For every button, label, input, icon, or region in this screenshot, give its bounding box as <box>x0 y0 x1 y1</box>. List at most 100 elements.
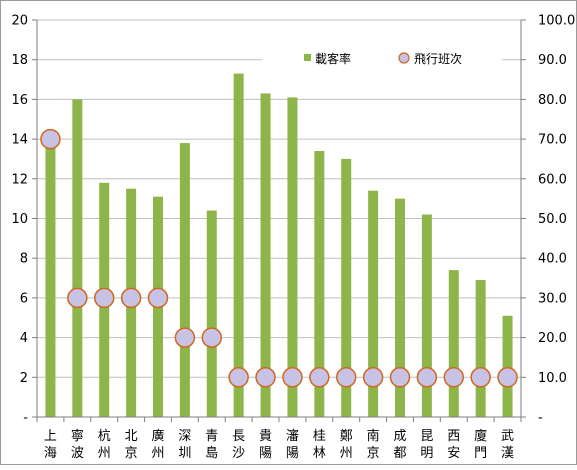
marker-point <box>228 367 249 388</box>
category-label: 京 <box>367 446 380 461</box>
right-tick-label: - <box>538 411 543 426</box>
marker-point <box>282 367 303 388</box>
category-label: 深 <box>178 429 191 444</box>
marker-point <box>470 367 491 388</box>
legend-background <box>262 44 502 72</box>
category-label: 州 <box>151 446 164 461</box>
category-label: 瀋 <box>286 428 299 444</box>
bar <box>475 280 486 417</box>
category-label: 陽 <box>286 446 299 461</box>
category-label: 廈 <box>474 428 487 444</box>
marker-point <box>174 327 196 348</box>
marker-point <box>443 367 465 388</box>
right-tick-label: 50.0 <box>538 212 567 227</box>
legend-marker-label: 飛行班次 <box>414 52 462 66</box>
category-label: 陽 <box>259 446 272 461</box>
bar <box>233 73 244 417</box>
marker-point <box>416 367 438 388</box>
legend-bar-swatch <box>304 54 311 61</box>
left-tick-label: 14 <box>11 133 28 148</box>
left-tick-label: 4 <box>20 331 28 346</box>
bar <box>448 270 459 417</box>
category-label: 安 <box>447 446 460 461</box>
marker-point <box>255 367 276 388</box>
marker-point <box>67 287 88 309</box>
category-label: 桂 <box>313 429 326 444</box>
category-label: 島 <box>205 446 218 461</box>
marker-point <box>120 287 142 309</box>
category-label: 鄭 <box>340 429 353 444</box>
marker-point <box>362 367 384 388</box>
category-label: 南 <box>367 428 380 444</box>
category-label: 都 <box>393 446 406 461</box>
category-label: 明 <box>420 446 433 461</box>
bar <box>502 315 513 417</box>
legend-bar-label: 載客率 <box>315 51 351 66</box>
category-label: 貴 <box>259 429 272 444</box>
marker-point <box>147 287 169 309</box>
category-label: 波 <box>71 446 84 461</box>
marker-point <box>40 128 61 150</box>
left-tick-label: 10 <box>11 212 28 227</box>
category-label: 圳 <box>178 446 191 461</box>
category-label: 北 <box>125 429 138 444</box>
marker-point <box>497 367 518 388</box>
bar <box>421 214 432 417</box>
legend-marker-swatch <box>398 52 410 64</box>
marker-point <box>93 287 115 309</box>
marker-point <box>201 327 223 348</box>
left-tick-label: 8 <box>20 252 28 267</box>
marker-point <box>389 367 411 388</box>
category-label: 京 <box>125 446 138 461</box>
left-tick-label: 12 <box>11 172 28 187</box>
legend: 載客率 飛行班次 <box>262 44 502 72</box>
category-label: 昆 <box>420 429 433 444</box>
category-label: 海 <box>44 446 57 461</box>
bar <box>341 158 352 417</box>
bar <box>179 143 190 417</box>
right-tick-label: 60.0 <box>538 172 567 187</box>
category-label: 州 <box>98 446 111 461</box>
bar <box>287 97 298 417</box>
axes: - 2 4 6 8 10 12 14 16 18 20 - 10.0 20.0 30.0 40.0 50.0 60… <box>11 14 575 462</box>
category-label: 門 <box>474 446 487 461</box>
left-tick-label: 6 <box>20 291 28 306</box>
bar <box>395 198 405 417</box>
bar <box>72 99 83 418</box>
right-tick-label: 90.0 <box>538 53 567 68</box>
left-tick-label: 18 <box>11 53 28 68</box>
right-tick-label: 10.0 <box>538 371 567 386</box>
category-label: 成 <box>393 429 406 444</box>
marker-point <box>335 367 357 388</box>
right-tick-label: 30.0 <box>538 291 567 306</box>
left-tick-label: 2 <box>20 371 28 386</box>
left-tick-label: - <box>23 411 28 426</box>
bar <box>45 143 56 417</box>
category-label: 漢 <box>501 446 514 461</box>
category-label: 廣 <box>151 429 164 444</box>
bar <box>368 190 379 417</box>
category-label: 杭 <box>98 429 111 444</box>
left-tick-label: 20 <box>11 14 28 29</box>
category-label: 林 <box>313 446 326 461</box>
right-tick-label: 40.0 <box>538 252 567 267</box>
category-label: 州 <box>340 446 353 461</box>
bar <box>206 210 217 417</box>
right-tick-label: 20.0 <box>538 331 567 346</box>
marker-series <box>40 128 518 388</box>
right-tick-label: 80.0 <box>538 93 567 108</box>
marker-point <box>309 367 330 388</box>
bar <box>260 93 271 417</box>
category-label: 沙 <box>232 446 245 461</box>
right-tick-label: 70.0 <box>538 133 567 148</box>
category-label: 青 <box>205 429 218 444</box>
category-label: 武 <box>501 429 514 444</box>
bar <box>314 151 325 417</box>
category-label: 寧 <box>71 428 84 444</box>
category-label: 上 <box>44 429 57 444</box>
category-label: 西 <box>447 429 460 444</box>
category-label: 長 <box>232 429 245 444</box>
left-tick-label: 16 <box>11 93 28 108</box>
